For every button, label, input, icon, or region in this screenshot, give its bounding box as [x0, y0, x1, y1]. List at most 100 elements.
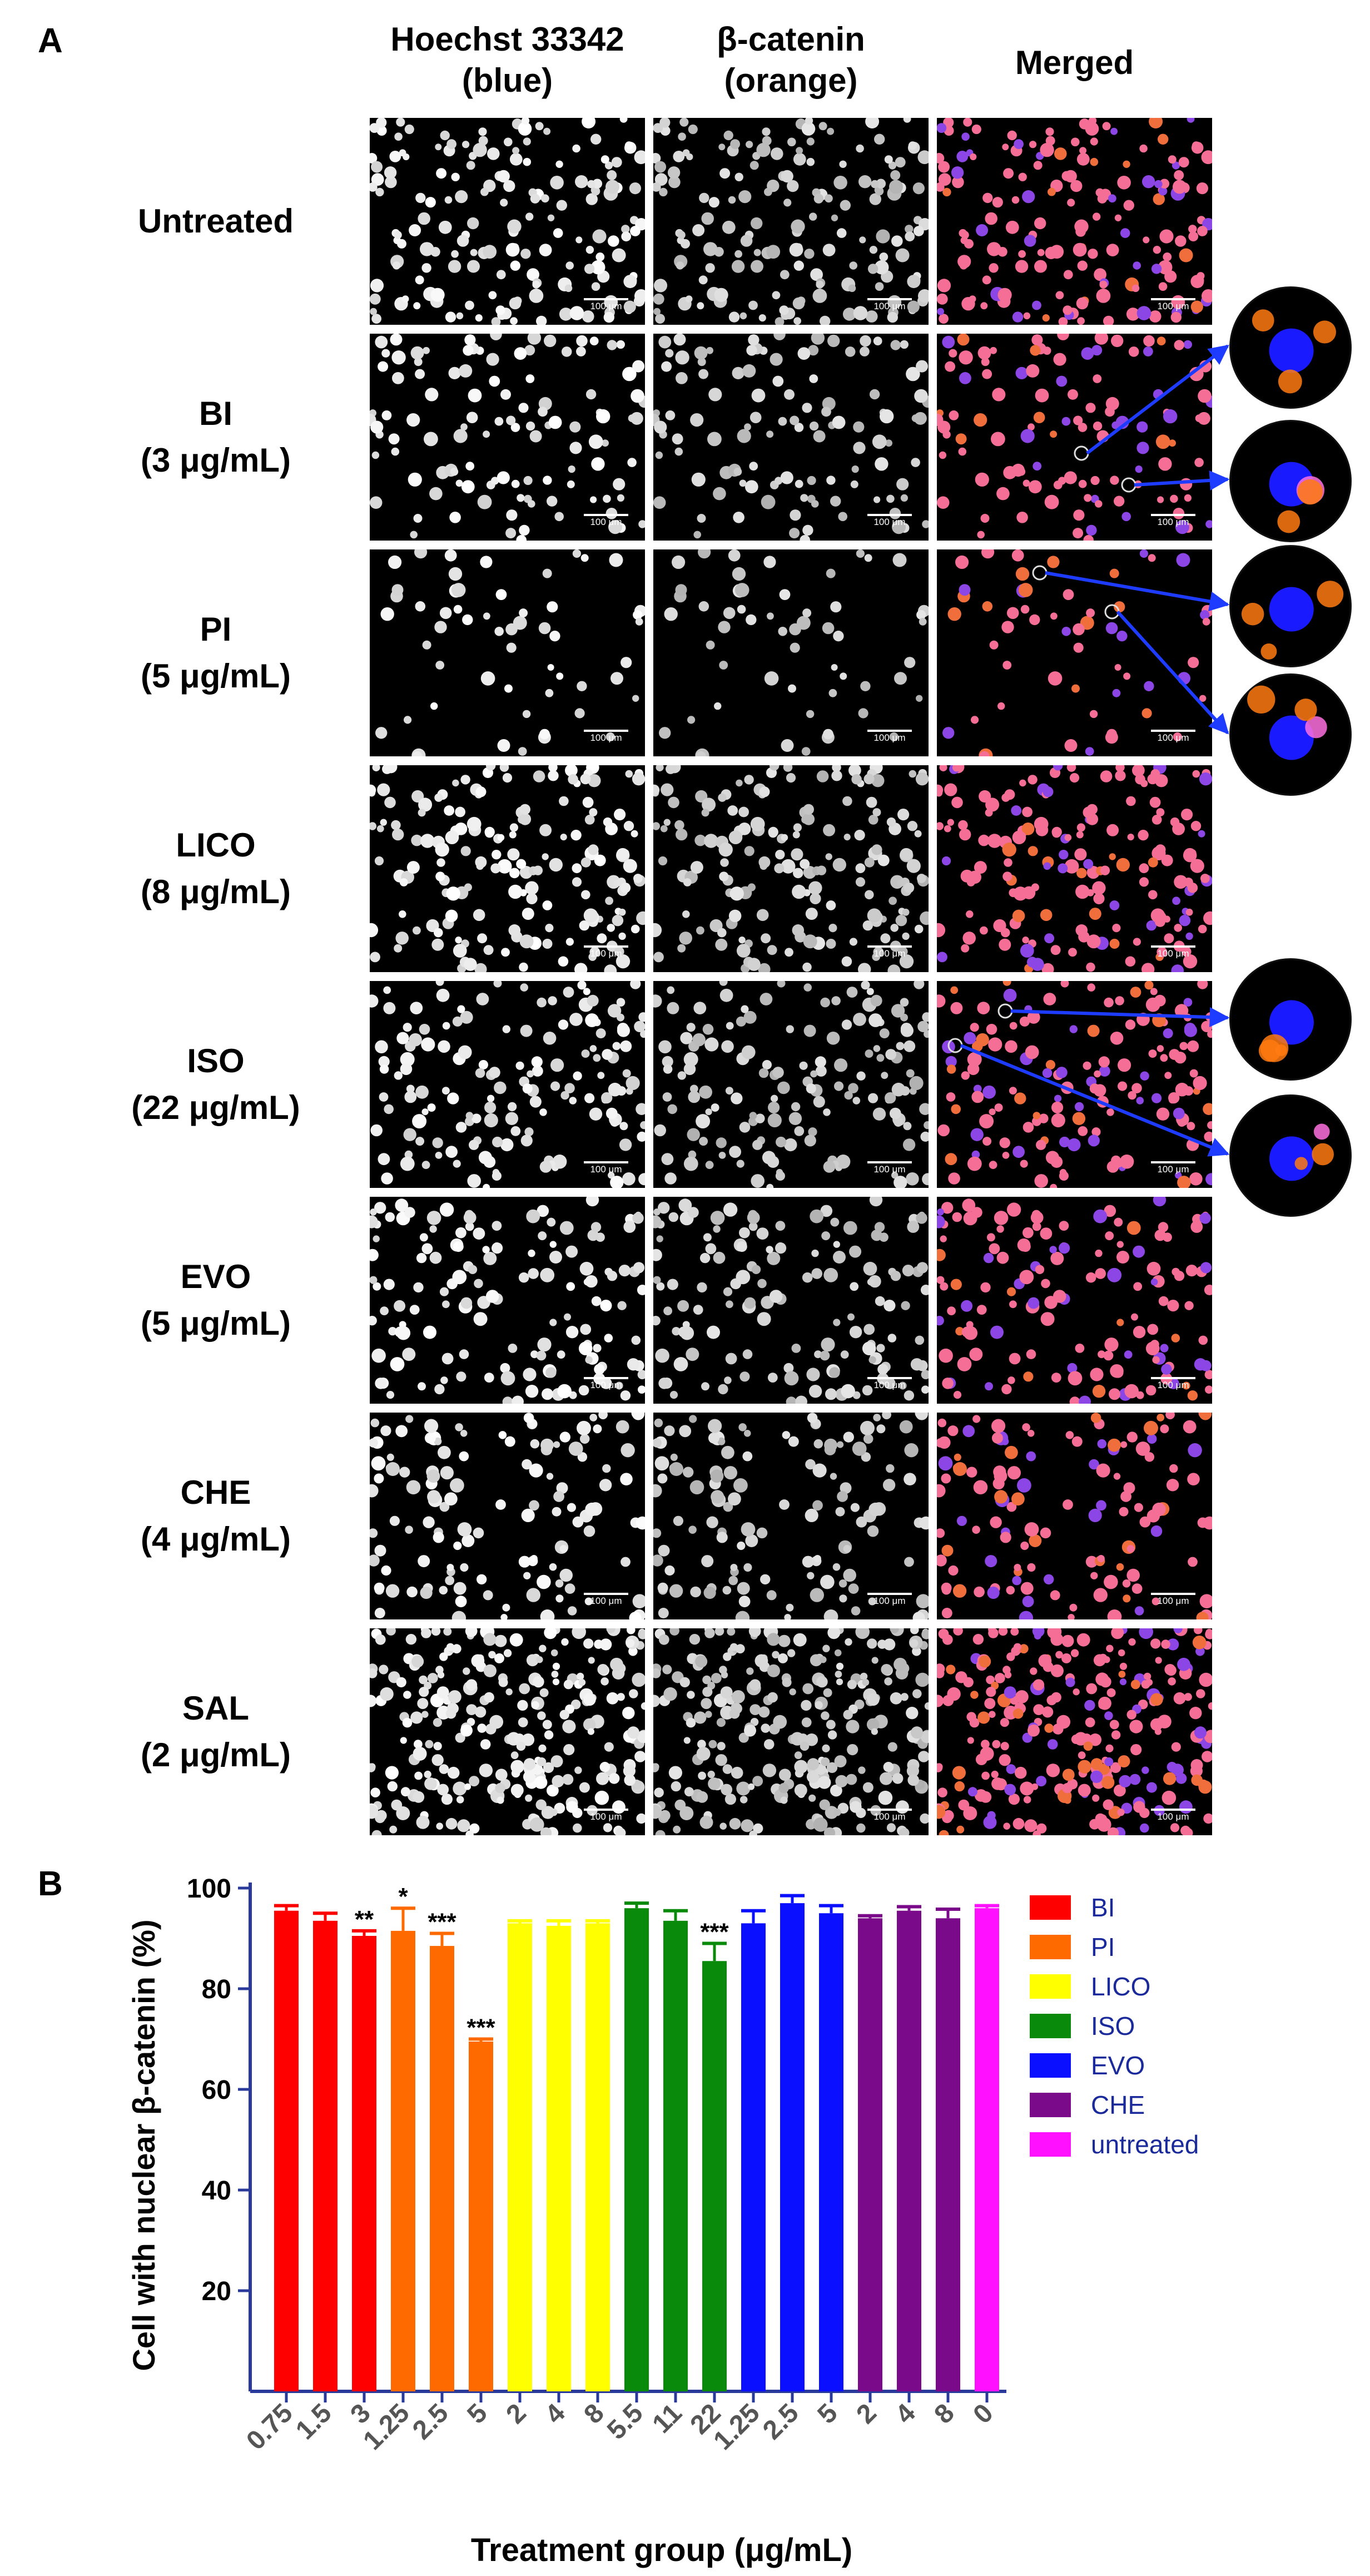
cell-nucleus — [924, 1030, 929, 1038]
cell-nucleus — [395, 1198, 409, 1212]
cell-nucleus — [736, 779, 743, 787]
cell-nucleus — [463, 1211, 476, 1224]
cell-nucleus — [889, 732, 899, 741]
cell-nucleus — [937, 1276, 945, 1284]
cell-nucleus — [1106, 1688, 1116, 1697]
cell-nucleus — [547, 1784, 559, 1797]
cell-nucleus — [591, 282, 600, 291]
cell-nucleus — [604, 161, 613, 170]
cell-nucleus — [1022, 1227, 1034, 1239]
cell-nucleus — [617, 1023, 629, 1034]
cell-nucleus — [582, 310, 594, 323]
cell-nucleus — [1050, 430, 1058, 438]
cell-nucleus — [679, 1677, 690, 1688]
cell-nucleus — [1016, 512, 1028, 523]
cell-nucleus — [1204, 1131, 1212, 1142]
cell-nucleus — [1058, 863, 1068, 874]
cell-nucleus — [547, 496, 558, 507]
cell-nucleus — [1002, 143, 1009, 151]
row-label-line1: PI — [200, 611, 232, 648]
cell-nucleus — [756, 1527, 768, 1539]
zoom-inset — [1229, 958, 1352, 1081]
cell-nucleus — [693, 1305, 703, 1315]
cell-nucleus — [869, 389, 880, 400]
zoom-nucleus — [1269, 715, 1314, 760]
cell-nucleus — [457, 1005, 465, 1013]
cell-nucleus — [1011, 1492, 1025, 1506]
cell-nucleus — [778, 1783, 789, 1794]
cell-nucleus — [1115, 765, 1125, 772]
cell-nucleus — [1105, 407, 1115, 417]
cell-nucleus — [1171, 1742, 1181, 1752]
cell-field — [370, 118, 645, 325]
cell-nucleus — [1205, 520, 1212, 528]
cell-nucleus — [1114, 214, 1122, 221]
y-tick-label: 60 — [202, 2075, 231, 2105]
cell-nucleus — [494, 627, 504, 636]
cell-nucleus — [396, 118, 405, 127]
cell-nucleus — [781, 170, 793, 183]
cell-nucleus — [806, 710, 815, 719]
cell-nucleus — [1104, 1574, 1118, 1589]
cell-nucleus — [423, 1325, 436, 1339]
cell-nucleus — [483, 1183, 490, 1188]
cell-nucleus — [1011, 196, 1020, 204]
cell-nucleus — [989, 1161, 997, 1170]
cell-nucleus — [1180, 478, 1193, 491]
cell-nucleus — [658, 1634, 669, 1645]
cell-nucleus — [465, 1112, 474, 1119]
cell-nucleus — [937, 1249, 946, 1261]
cell-nucleus — [1187, 1040, 1199, 1052]
cell-nucleus — [1199, 1413, 1212, 1420]
cell-nucleus — [1090, 157, 1099, 166]
cell-nucleus — [462, 141, 470, 148]
cell-nucleus — [656, 1282, 665, 1291]
cell-nucleus — [937, 1484, 946, 1498]
cell-nucleus — [505, 1688, 513, 1696]
cell-nucleus — [843, 1221, 857, 1235]
cell-nucleus — [764, 671, 779, 686]
cell-nucleus — [631, 830, 638, 838]
cell-nucleus — [1120, 1441, 1128, 1448]
x-tick-label: 8 — [929, 2398, 960, 2429]
cell-nucleus — [595, 1028, 606, 1039]
cell-nucleus — [900, 1086, 910, 1096]
cell-nucleus — [566, 1801, 578, 1813]
cell-nucleus — [668, 1766, 682, 1780]
cell-nucleus — [683, 878, 692, 886]
column-header-line2: (orange) — [724, 62, 858, 99]
cell-nucleus — [1125, 956, 1136, 967]
cell-nucleus — [849, 1245, 862, 1258]
cell-nucleus — [999, 1754, 1011, 1766]
cell-nucleus — [1133, 1245, 1145, 1258]
cell-nucleus — [1013, 886, 1028, 901]
cell-nucleus — [937, 182, 945, 192]
row-label-line2: (3 μg/mL) — [140, 442, 291, 479]
cell-nucleus — [564, 1583, 575, 1594]
cell-nucleus — [1074, 1102, 1084, 1112]
cell-nucleus — [788, 1112, 802, 1125]
cell-nucleus — [832, 1563, 841, 1571]
cell-nucleus — [707, 1325, 720, 1339]
bar — [702, 1961, 727, 2391]
cell-nucleus — [494, 1634, 507, 1647]
cell-nucleus — [615, 1420, 629, 1434]
cell-nucleus — [803, 934, 817, 949]
cell-nucleus — [1197, 981, 1208, 989]
cell-nucleus — [372, 765, 380, 771]
cell-nucleus — [466, 1704, 478, 1715]
cell-nucleus — [718, 1384, 728, 1395]
cell-nucleus — [653, 308, 661, 315]
cell-nucleus — [821, 1711, 830, 1720]
cell-nucleus — [456, 1371, 466, 1382]
cell-nucleus — [633, 610, 643, 620]
cell-nucleus — [826, 475, 836, 485]
cell-nucleus — [463, 345, 474, 356]
cell-nucleus — [419, 1233, 428, 1242]
cell-nucleus — [726, 1022, 734, 1030]
cell-nucleus — [698, 1771, 706, 1780]
cell-nucleus — [1004, 1686, 1016, 1699]
cell-nucleus — [985, 1382, 993, 1391]
scale-bar-label: 100 μm — [590, 948, 622, 959]
cell-nucleus — [589, 947, 600, 958]
